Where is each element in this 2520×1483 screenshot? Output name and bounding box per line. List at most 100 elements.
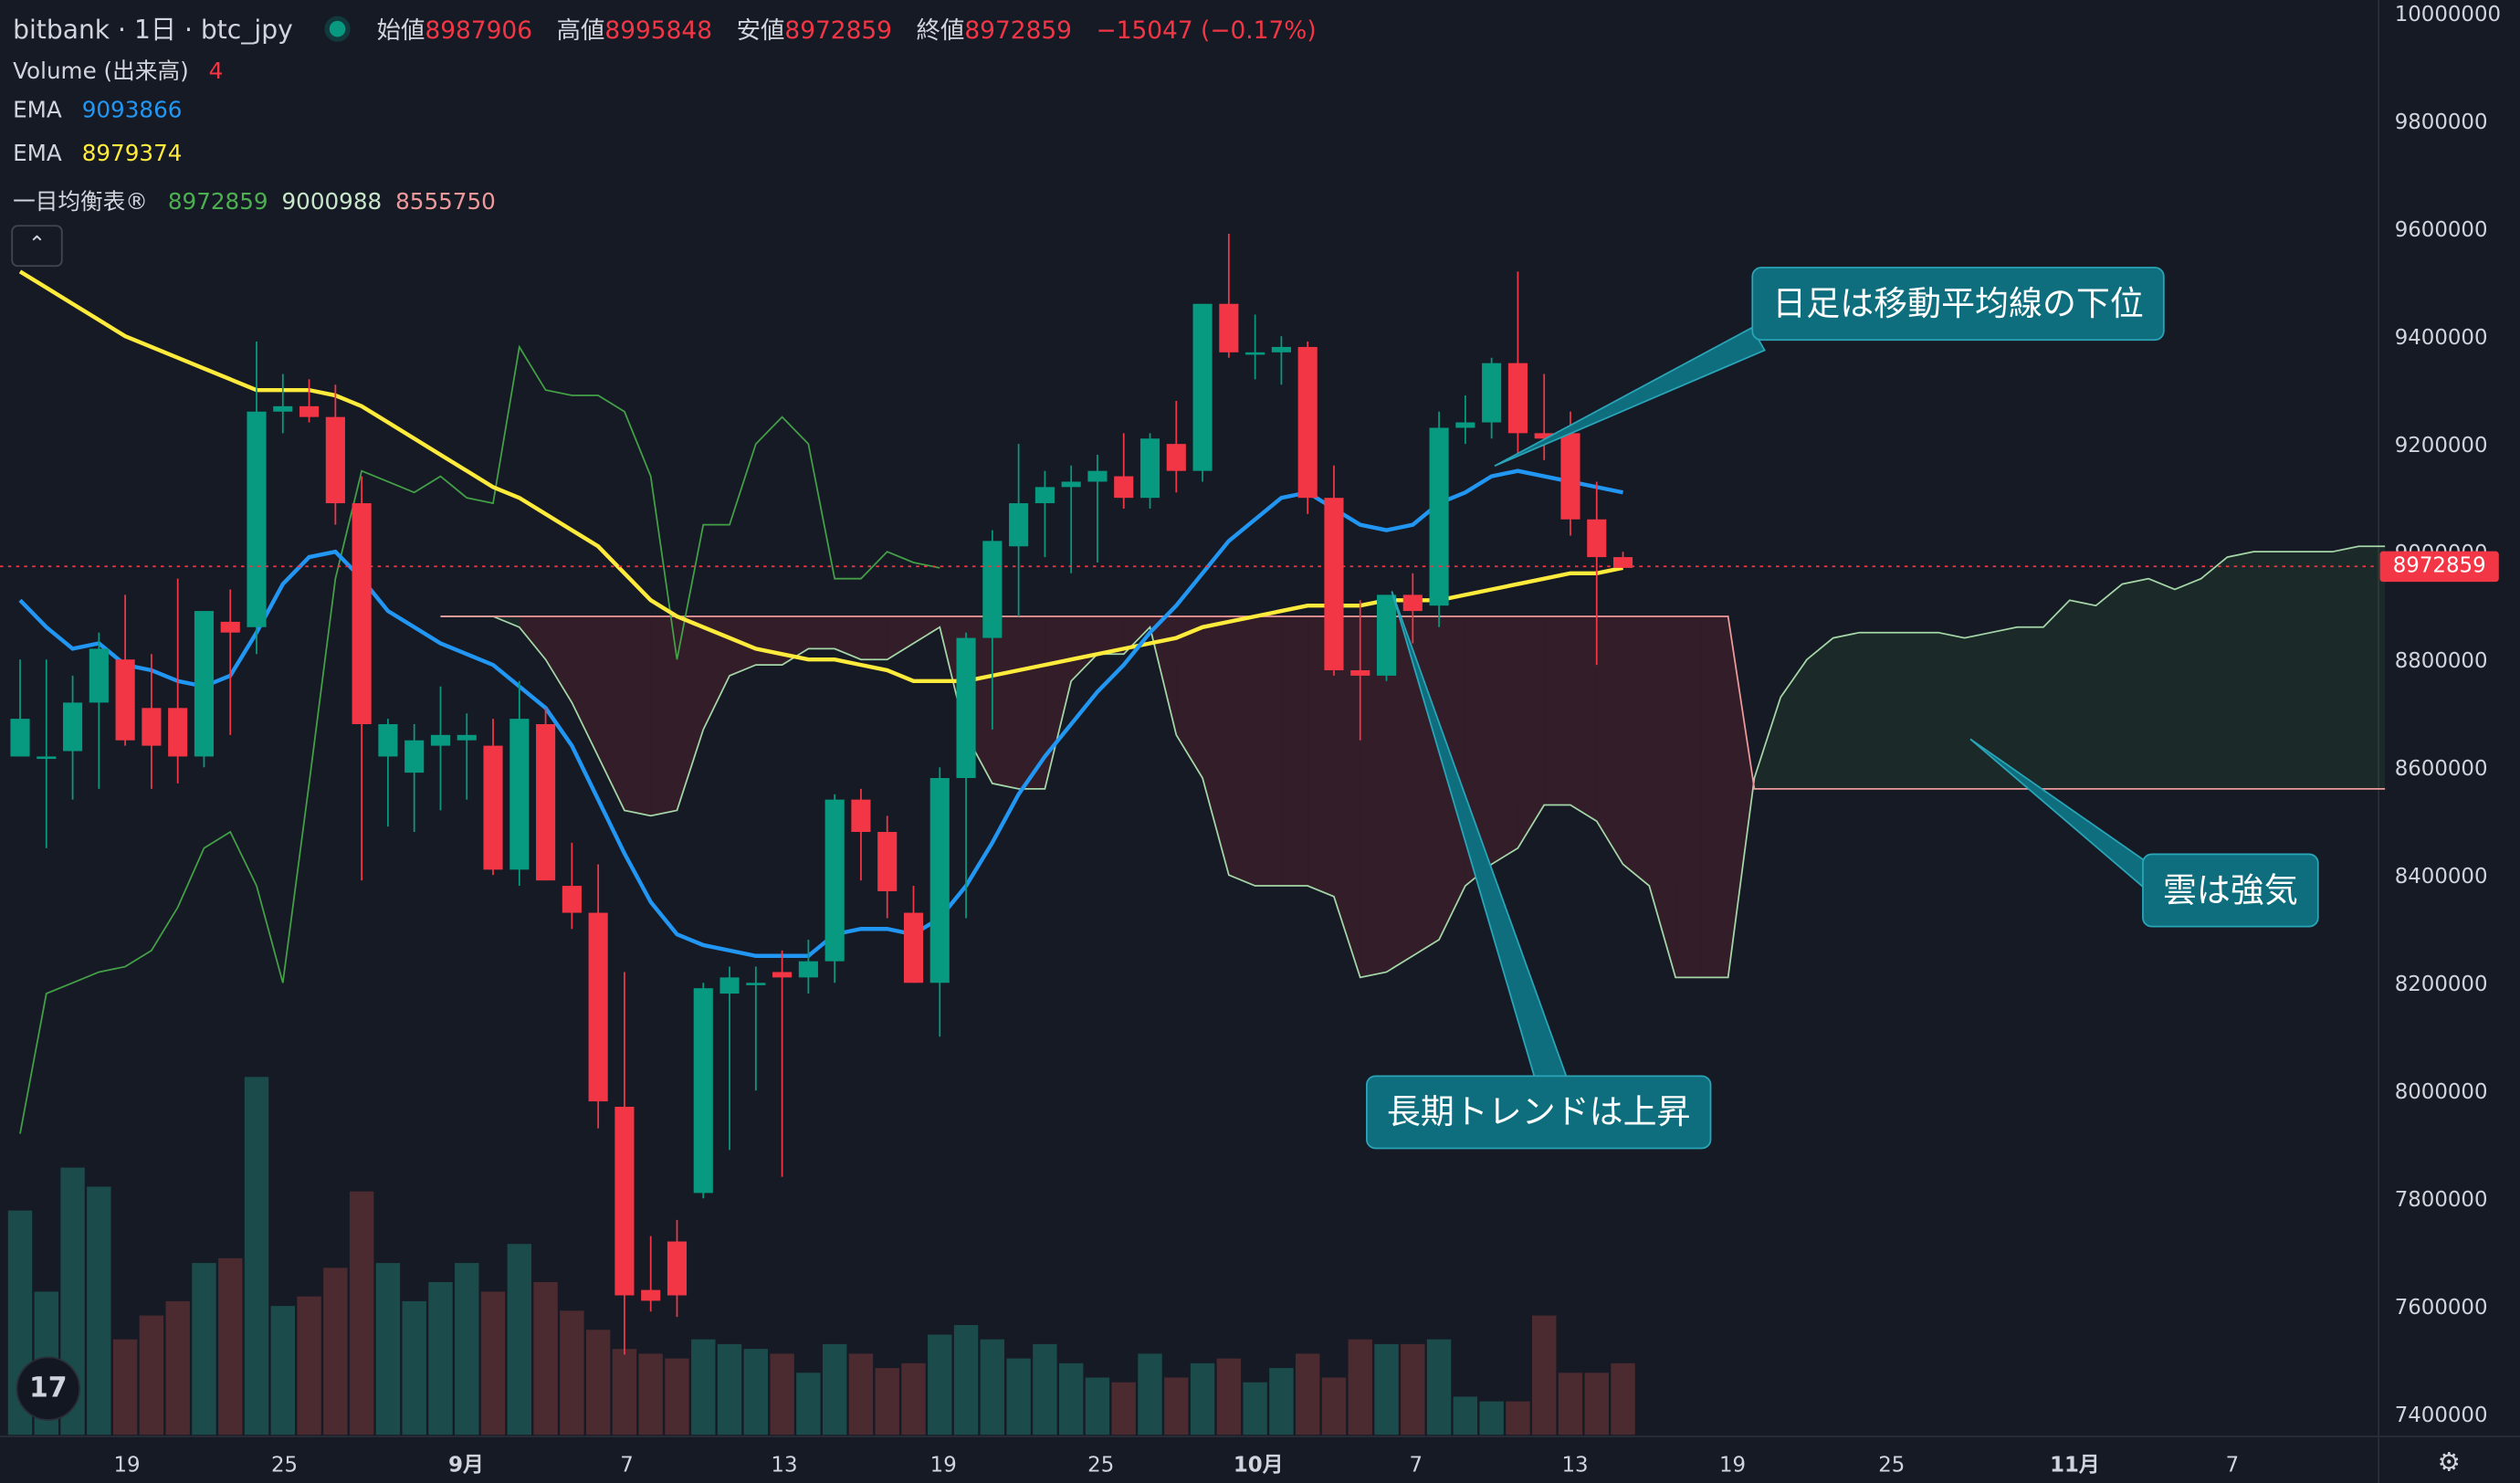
time-axis-label: 11月 <box>2050 1454 2100 1478</box>
candle-body <box>614 1106 635 1296</box>
candle-body <box>1166 444 1186 471</box>
cloud-fill <box>1123 615 1150 655</box>
volume-bar <box>980 1339 1005 1436</box>
volume-bar <box>743 1349 769 1436</box>
candle-body <box>929 778 950 983</box>
candle-body <box>1061 481 1081 488</box>
cloud-fill <box>1176 615 1203 779</box>
lagging-span-line <box>19 344 940 1134</box>
indicator-ichimoku-value-1: 8972859 <box>167 189 268 216</box>
candle-body <box>168 708 188 757</box>
cloud-fill <box>2332 546 2359 789</box>
cloud-fill <box>1885 632 1913 789</box>
volume-bar <box>1506 1401 1530 1436</box>
price-axis-label: 9800000 <box>2395 110 2488 134</box>
price-axis-label: 10000000 <box>2395 3 2501 26</box>
candle-body <box>1114 476 1134 499</box>
indicator-ema-yellow[interactable]: EMA 8979374 <box>13 142 182 167</box>
annotation-cloud-bullish[interactable]: 雲は強気 <box>2142 853 2319 928</box>
cloud-fill <box>1701 615 1728 978</box>
tradingview-logo-icon[interactable]: 17 <box>16 1356 81 1421</box>
cloud-fill <box>1832 632 1860 789</box>
time-axis-label: 25 <box>271 1454 298 1478</box>
ema-blue-line <box>18 468 1623 958</box>
cloud-fill <box>1517 615 1545 848</box>
price-axis-label: 9400000 <box>2395 326 2488 350</box>
volume-bar <box>270 1306 295 1436</box>
cloud-fill <box>808 615 835 649</box>
cloud-fill <box>677 615 704 811</box>
price-axis-label: 8800000 <box>2395 649 2488 673</box>
candle-body <box>483 745 503 870</box>
time-axis-label: 7 <box>1409 1454 1423 1478</box>
cloud-fill <box>1018 615 1045 789</box>
volume-bar <box>112 1339 138 1436</box>
ohlc-open-value: 8987906 <box>425 16 533 46</box>
volume-bar <box>1453 1396 1478 1436</box>
candle-body <box>1219 303 1239 352</box>
volume-bar <box>1295 1353 1320 1436</box>
volume-bar <box>875 1368 899 1436</box>
volume-bar <box>1033 1343 1057 1436</box>
indicator-ichimoku[interactable]: 一目均衡表® 8972859 9000988 8555750 <box>13 184 496 216</box>
candle-body <box>115 659 135 741</box>
volume-bar <box>822 1343 847 1436</box>
candle-body <box>1350 670 1370 676</box>
indicator-ichimoku-value-2: 9000988 <box>281 189 383 216</box>
candle-body <box>1534 433 1554 439</box>
candle-body <box>798 961 818 978</box>
cloud-fill <box>2095 584 2123 789</box>
settings-gear-icon[interactable]: ⚙ <box>2437 1446 2461 1478</box>
ohlc-close-value: 8972859 <box>964 16 1072 46</box>
candle-body <box>10 719 30 757</box>
volume-bar <box>1111 1382 1136 1436</box>
indicator-ema-yellow-label: EMA <box>13 141 62 168</box>
volume-bar <box>796 1373 821 1436</box>
candle-body <box>89 648 109 703</box>
cloud-fill <box>1727 615 1755 978</box>
cloud-fill <box>2122 578 2149 789</box>
cloud-fill <box>730 615 756 676</box>
collapse-legend-button[interactable]: ⌃ <box>11 225 63 268</box>
volume-bar <box>1558 1373 1583 1436</box>
volume-bar <box>1426 1339 1452 1436</box>
candle-body <box>982 541 1003 638</box>
candle-body <box>851 799 871 833</box>
price-axis-label: 8000000 <box>2395 1080 2488 1104</box>
volume-bar <box>585 1330 611 1436</box>
price-axis-label: 7600000 <box>2395 1296 2488 1320</box>
symbol-title[interactable]: bitbank · 1日 · btc_jpy <box>13 14 293 46</box>
volume-bar <box>297 1296 321 1436</box>
volume-bar <box>1269 1368 1294 1436</box>
candle-body <box>693 988 713 1194</box>
candle-body <box>1245 352 1265 355</box>
candle-body <box>1192 303 1213 471</box>
volume-bar <box>192 1263 216 1436</box>
candle-body <box>1009 503 1029 547</box>
annotation-daily-below-ma[interactable]: 日足は移動平均線の下位 <box>1751 267 2165 342</box>
candle-body <box>430 734 451 746</box>
candle-body <box>746 983 766 985</box>
cloud-fill <box>545 615 572 703</box>
annotation-long-term-uptrend[interactable]: 長期トレンドは上昇 <box>1366 1075 1712 1150</box>
candle-body <box>404 740 425 773</box>
candle-body <box>641 1289 661 1301</box>
volume-bar <box>428 1281 453 1436</box>
volume-bar <box>1479 1401 1504 1436</box>
candle-body <box>903 912 924 983</box>
indicator-ema-blue[interactable]: EMA 9093866 <box>13 98 182 123</box>
candle-body <box>220 621 240 633</box>
volume-bar <box>244 1077 269 1436</box>
cloud-fill <box>1544 615 1570 805</box>
candle-body <box>1376 594 1397 676</box>
candle-body <box>457 734 477 741</box>
indicator-volume[interactable]: Volume (出来高) 4 <box>13 55 223 87</box>
volume-bar <box>1006 1358 1031 1436</box>
volume-bar <box>848 1353 874 1436</box>
candle-body <box>667 1241 688 1296</box>
cloud-fill <box>2227 552 2254 789</box>
indicator-ema-yellow-value: 8979374 <box>81 141 183 168</box>
indicator-ema-blue-value: 9093866 <box>81 98 183 124</box>
